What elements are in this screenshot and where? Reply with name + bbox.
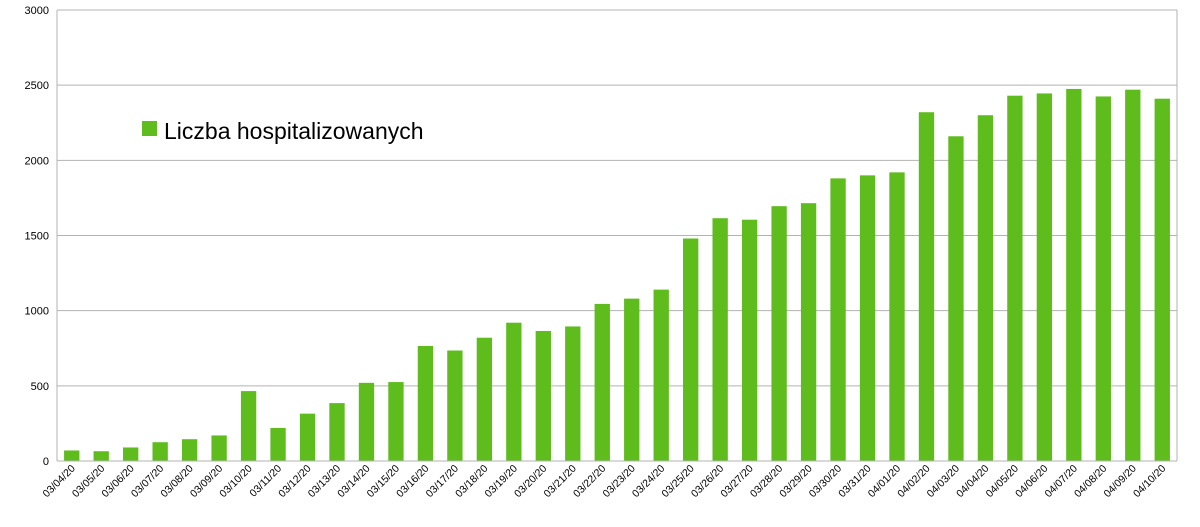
y-tick-label: 500 bbox=[31, 381, 49, 393]
bar bbox=[771, 206, 787, 461]
y-tick-labels: 0 500 1000 1500 2000 2500 3000 bbox=[25, 5, 49, 468]
bar bbox=[93, 451, 109, 461]
legend-label: Liczba hospitalizowanych bbox=[164, 118, 424, 144]
bar bbox=[123, 447, 139, 461]
y-tick-label: 1500 bbox=[25, 231, 49, 243]
bar bbox=[1095, 96, 1111, 462]
bar bbox=[624, 298, 640, 461]
bar bbox=[152, 442, 168, 461]
bar bbox=[299, 413, 316, 461]
bar bbox=[918, 112, 935, 461]
y-tick-label: 0 bbox=[43, 456, 49, 468]
bars bbox=[64, 88, 1170, 462]
bar bbox=[240, 391, 257, 461]
bar bbox=[329, 403, 345, 461]
y-tick-label: 2500 bbox=[25, 80, 49, 92]
bar bbox=[1066, 88, 1082, 462]
bar bbox=[64, 450, 80, 461]
legend: Liczba hospitalizowanych bbox=[142, 118, 424, 144]
bar bbox=[712, 218, 728, 461]
bar bbox=[1007, 95, 1023, 461]
bar bbox=[683, 238, 699, 461]
bar bbox=[741, 219, 758, 461]
bar bbox=[653, 289, 669, 461]
bar bbox=[506, 322, 522, 461]
y-tick-label: 2000 bbox=[25, 155, 49, 167]
axes bbox=[56, 10, 1178, 462]
bar bbox=[1154, 98, 1170, 462]
bar bbox=[1125, 89, 1141, 461]
bar bbox=[594, 303, 610, 461]
grid-lines bbox=[57, 9, 1177, 462]
bar bbox=[1036, 93, 1053, 461]
bar bbox=[830, 178, 846, 461]
y-tick-label: 3000 bbox=[25, 5, 49, 17]
y-tick-label: 1000 bbox=[25, 306, 49, 318]
bar bbox=[181, 439, 198, 461]
legend-swatch bbox=[142, 121, 157, 136]
bar bbox=[211, 435, 227, 461]
bar bbox=[889, 172, 905, 462]
x-tick-label: 03/10/20 bbox=[217, 463, 254, 500]
bar bbox=[565, 326, 581, 461]
bar bbox=[535, 330, 551, 461]
bar bbox=[417, 345, 434, 461]
bar bbox=[358, 382, 375, 461]
bar bbox=[977, 115, 994, 461]
x-tick-labels: 03/04/2003/05/2003/06/2003/07/2003/08/20… bbox=[40, 463, 1168, 501]
bar bbox=[476, 337, 493, 461]
bar bbox=[447, 350, 463, 461]
bar bbox=[388, 382, 404, 461]
bar bbox=[859, 175, 876, 461]
x-tick-label: 04/10/20 bbox=[1131, 463, 1168, 500]
bar bbox=[948, 136, 964, 461]
bar bbox=[270, 427, 286, 461]
bar bbox=[800, 203, 817, 461]
